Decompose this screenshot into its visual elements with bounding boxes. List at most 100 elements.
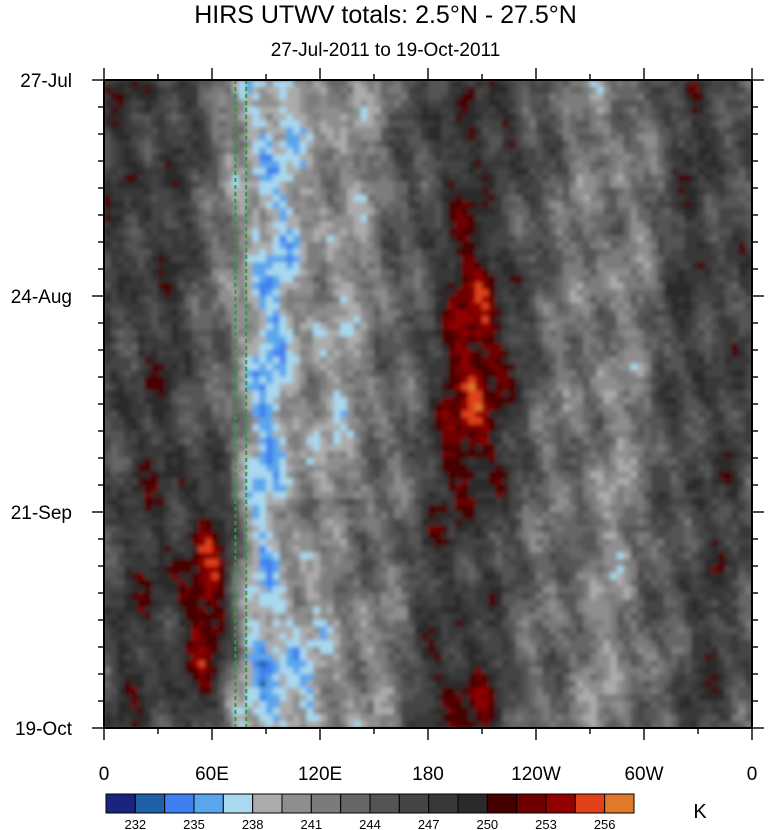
field-cell	[603, 86, 611, 95]
field-cell	[596, 370, 605, 378]
field-cell	[461, 107, 470, 115]
field-cell	[239, 221, 247, 230]
field-cell	[205, 181, 213, 189]
field-cell	[623, 356, 632, 365]
field-cell	[529, 363, 537, 371]
field-cell	[637, 235, 645, 243]
field-cell	[232, 188, 240, 196]
field-cell	[225, 134, 233, 142]
field-cell	[704, 262, 713, 270]
field-cell	[502, 107, 510, 115]
field-cell	[529, 262, 537, 270]
field-cell	[664, 329, 672, 338]
field-cell	[738, 296, 746, 304]
field-cell	[691, 140, 699, 149]
field-cell	[468, 309, 476, 317]
field-cell	[569, 350, 578, 358]
field-cell	[367, 343, 375, 351]
field-cell	[164, 147, 173, 155]
field-cell	[704, 194, 713, 203]
field-cell	[104, 424, 112, 432]
field-cell	[536, 93, 544, 101]
field-cell	[731, 215, 740, 223]
field-cell	[239, 377, 247, 385]
field-cell	[428, 397, 436, 405]
field-cell	[542, 424, 551, 432]
field-cell	[306, 181, 314, 189]
field-cell	[731, 134, 740, 142]
field-cell	[326, 302, 335, 311]
field-cell	[664, 93, 672, 101]
field-cell	[164, 410, 173, 419]
field-cell	[664, 296, 672, 304]
field-cell	[596, 80, 605, 88]
field-cell	[515, 86, 524, 95]
field-cell	[684, 161, 692, 169]
field-cell	[380, 248, 389, 257]
field-cell	[225, 100, 233, 108]
field-cell	[455, 167, 463, 176]
field-cell	[677, 323, 686, 331]
field-cell	[644, 296, 652, 304]
field-cell	[583, 86, 591, 95]
field-cell	[380, 424, 389, 432]
field-cell	[421, 377, 429, 385]
field-cell	[347, 309, 355, 317]
field-cell	[482, 181, 490, 189]
field-cell	[563, 404, 571, 412]
field-cell	[293, 417, 301, 425]
field-cell	[704, 181, 713, 189]
field-cell	[725, 390, 733, 398]
field-cell	[279, 309, 287, 317]
field-cell	[110, 390, 119, 398]
field-cell	[225, 107, 233, 115]
field-cell	[711, 161, 719, 169]
field-cell	[718, 221, 726, 230]
field-cell	[245, 262, 254, 270]
field-cell	[522, 323, 530, 331]
field-cell	[644, 201, 652, 209]
field-cell	[590, 113, 598, 122]
field-cell	[266, 147, 274, 155]
field-cell	[549, 383, 557, 392]
field-cell	[590, 316, 598, 324]
field-cell	[549, 140, 557, 149]
field-cell	[718, 255, 726, 263]
field-cell	[563, 356, 571, 365]
field-cell	[448, 309, 456, 317]
field-cell	[286, 296, 294, 304]
field-cell	[198, 424, 206, 432]
field-cell	[266, 208, 274, 216]
field-cell	[475, 140, 483, 149]
field-cell	[711, 350, 719, 358]
field-cell	[630, 174, 638, 182]
field-cell	[596, 228, 605, 236]
field-cell	[691, 424, 699, 432]
field-cell	[644, 113, 652, 122]
field-cell	[353, 255, 362, 263]
field-cell	[529, 201, 537, 209]
field-cell	[353, 248, 362, 257]
field-cell	[326, 208, 335, 216]
field-cell	[414, 235, 422, 243]
field-cell	[164, 194, 173, 203]
field-cell	[131, 370, 139, 378]
field-cell	[360, 208, 368, 216]
field-cell	[198, 397, 206, 405]
field-cell	[529, 343, 537, 351]
field-cell	[185, 235, 193, 243]
field-cell	[124, 262, 132, 270]
field-cell	[536, 417, 544, 425]
field-cell	[725, 343, 733, 351]
field-cell	[610, 242, 618, 250]
field-cell	[509, 269, 517, 277]
field-cell	[286, 269, 294, 277]
field-cell	[178, 113, 186, 122]
field-cell	[401, 329, 409, 338]
field-cell	[205, 377, 213, 385]
field-cell	[515, 302, 524, 311]
field-cell	[144, 242, 152, 250]
field-cell	[347, 215, 355, 223]
field-cell	[158, 161, 166, 169]
field-cell	[684, 377, 692, 385]
